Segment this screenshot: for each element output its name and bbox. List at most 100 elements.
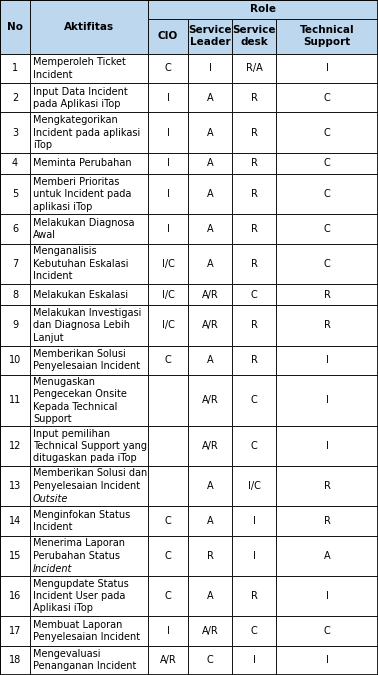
Bar <box>0 576 30 616</box>
Text: A/R: A/R <box>201 441 218 451</box>
Text: R: R <box>251 259 257 269</box>
Text: A: A <box>207 224 213 234</box>
Bar <box>232 19 276 53</box>
Text: Memberikan Solusi
Penyelesaian Incident: Memberikan Solusi Penyelesaian Incident <box>33 349 140 371</box>
Text: I: I <box>167 92 169 103</box>
Bar <box>148 0 378 19</box>
Text: CIO: CIO <box>158 31 178 41</box>
Text: I: I <box>253 516 256 526</box>
Bar <box>188 214 232 244</box>
Bar <box>148 346 188 375</box>
Bar <box>276 214 378 244</box>
Bar <box>276 426 378 466</box>
Bar <box>232 153 276 174</box>
Bar <box>0 305 30 346</box>
Bar <box>148 53 188 83</box>
Bar <box>276 346 378 375</box>
Text: Memberi Prioritas
untuk Incident pada
aplikasi iTop: Memberi Prioritas untuk Incident pada ap… <box>33 177 132 211</box>
Text: 14: 14 <box>9 516 21 526</box>
Text: 10: 10 <box>9 355 21 365</box>
Bar <box>232 506 276 536</box>
Text: I/C: I/C <box>248 481 260 491</box>
Bar <box>30 426 148 466</box>
Bar <box>276 113 378 153</box>
Bar <box>276 19 378 53</box>
Text: 12: 12 <box>9 441 21 451</box>
Bar <box>188 113 232 153</box>
Text: 16: 16 <box>9 591 21 601</box>
Bar <box>0 466 30 506</box>
Bar <box>232 346 276 375</box>
Bar <box>188 536 232 576</box>
Text: R: R <box>324 516 330 526</box>
Text: I/C: I/C <box>161 259 174 269</box>
Bar <box>188 616 232 645</box>
Bar <box>30 305 148 346</box>
Bar <box>232 645 276 675</box>
Text: I: I <box>167 128 169 138</box>
Text: I: I <box>325 355 328 365</box>
Text: Role: Role <box>250 4 276 14</box>
Text: R: R <box>324 321 330 331</box>
Text: Service
desk: Service desk <box>232 26 276 47</box>
Bar <box>148 284 188 305</box>
Bar <box>148 645 188 675</box>
Bar <box>188 506 232 536</box>
Text: C: C <box>324 259 330 269</box>
Bar <box>30 466 148 506</box>
Bar <box>276 536 378 576</box>
Text: I: I <box>167 626 169 636</box>
Bar <box>30 375 148 426</box>
Text: C: C <box>165 551 171 561</box>
Text: Memberikan Solusi dan: Memberikan Solusi dan <box>33 468 147 478</box>
Bar <box>148 83 188 113</box>
Text: Melakukan Investigasi
dan Diagnosa Lebih
Lanjut: Melakukan Investigasi dan Diagnosa Lebih… <box>33 308 141 343</box>
Bar <box>0 375 30 426</box>
Text: I: I <box>167 224 169 234</box>
Text: 17: 17 <box>9 626 21 636</box>
Text: A/R: A/R <box>201 321 218 331</box>
Text: Mengevaluasi
Penanganan Incident: Mengevaluasi Penanganan Incident <box>33 649 136 672</box>
Bar <box>148 466 188 506</box>
Bar <box>232 214 276 244</box>
Bar <box>148 506 188 536</box>
Text: Menugaskan
Pengecekan Onsite
Kepada Technical
Support: Menugaskan Pengecekan Onsite Kepada Tech… <box>33 377 127 424</box>
Text: R: R <box>251 189 257 199</box>
Bar <box>188 244 232 284</box>
Text: I: I <box>325 441 328 451</box>
Text: 8: 8 <box>12 290 18 300</box>
Text: R: R <box>324 290 330 300</box>
Bar <box>276 506 378 536</box>
Bar <box>188 346 232 375</box>
Text: Menginfokan Status
Incident: Menginfokan Status Incident <box>33 510 130 532</box>
Bar <box>30 214 148 244</box>
Text: A: A <box>207 159 213 168</box>
Bar <box>232 284 276 305</box>
Bar <box>188 576 232 616</box>
Bar <box>30 616 148 645</box>
Text: C: C <box>324 189 330 199</box>
Bar <box>188 645 232 675</box>
Text: Technical
Support: Technical Support <box>300 26 354 47</box>
Text: R: R <box>251 224 257 234</box>
Bar <box>0 284 30 305</box>
Text: 3: 3 <box>12 128 18 138</box>
Text: C: C <box>165 355 171 365</box>
Text: C: C <box>251 441 257 451</box>
Text: A: A <box>207 481 213 491</box>
Bar <box>0 346 30 375</box>
Bar <box>0 83 30 113</box>
Text: 13: 13 <box>9 481 21 491</box>
Bar <box>276 284 378 305</box>
Bar <box>188 83 232 113</box>
Bar <box>30 284 148 305</box>
Text: I/C: I/C <box>161 290 174 300</box>
Bar <box>188 53 232 83</box>
Bar <box>232 113 276 153</box>
Text: Menerima Laporan: Menerima Laporan <box>33 538 125 547</box>
Text: Meminta Perubahan: Meminta Perubahan <box>33 159 132 168</box>
Text: R: R <box>251 92 257 103</box>
Text: 11: 11 <box>9 396 21 406</box>
Bar <box>0 153 30 174</box>
Bar <box>188 466 232 506</box>
